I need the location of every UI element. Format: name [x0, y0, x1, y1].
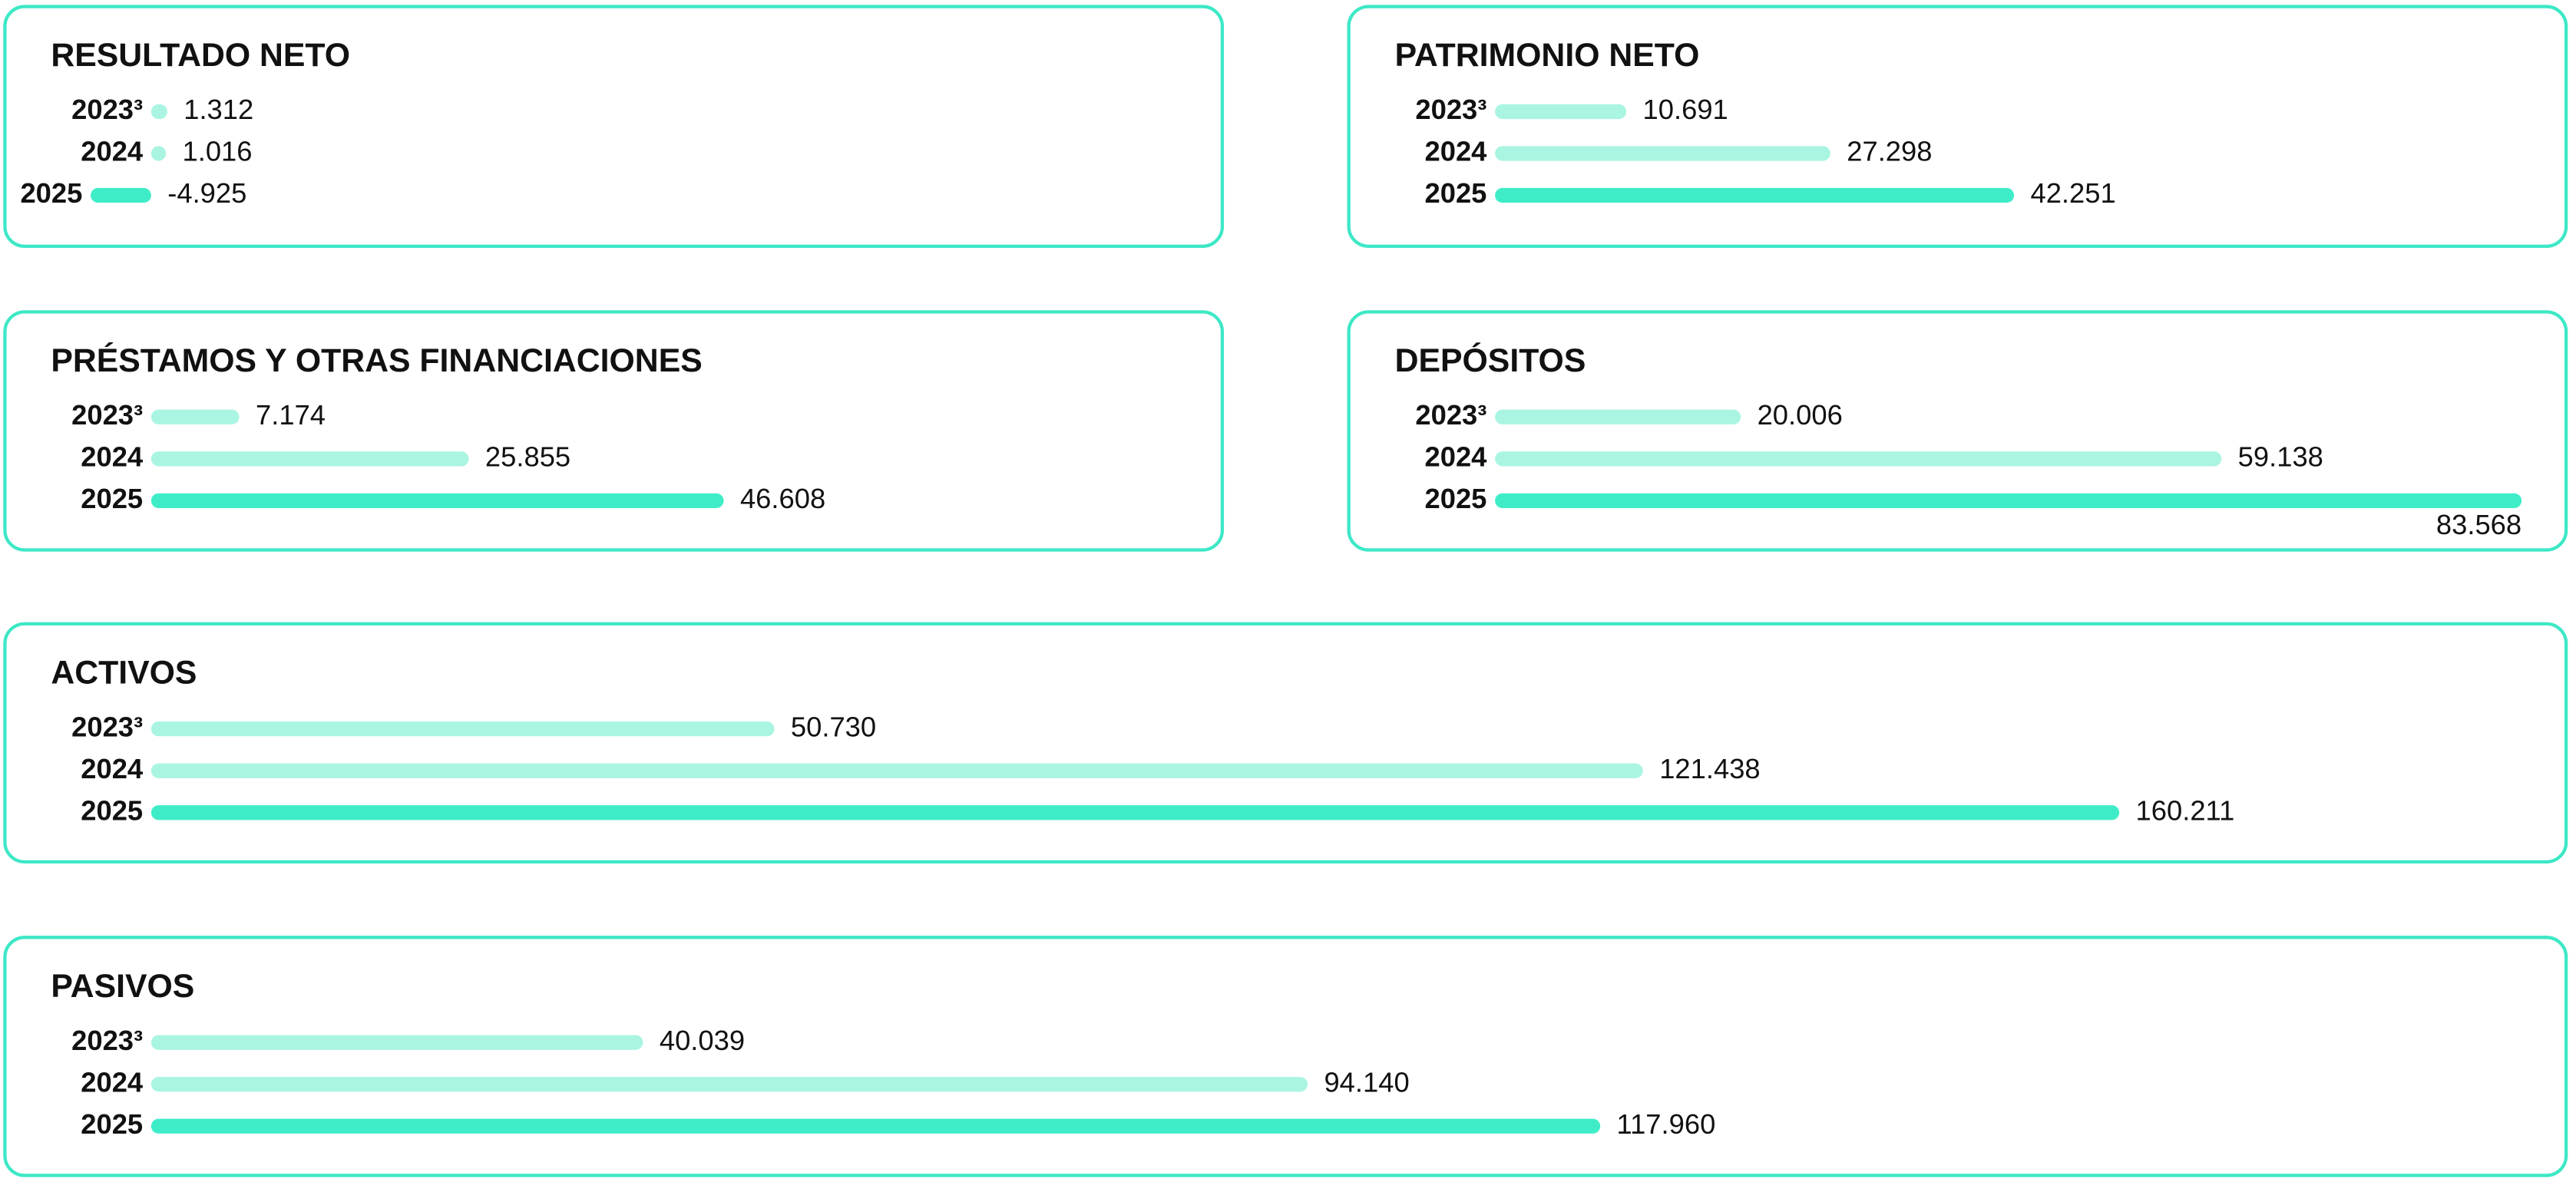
year-label: 2025 — [81, 794, 143, 826]
year-label: 2025 — [81, 483, 143, 514]
value-label: -4.925 — [167, 177, 246, 209]
bar — [150, 721, 775, 737]
value-label: 50.730 — [791, 711, 876, 742]
panel: DEPÓSITOS 2023³ 20.006 2024 59.138 2025 83.568 — [1347, 310, 2568, 552]
panel: PASIVOS 2023³ 40.039 2024 94.140 2025 117.960 — [3, 936, 2568, 1177]
bar — [150, 104, 167, 120]
value-label: 42.251 — [2030, 177, 2115, 209]
year-label: 2023³ — [1415, 399, 1486, 431]
value-label: 40.039 — [660, 1025, 745, 1056]
panel-border — [1347, 5, 2568, 248]
panel-border — [1347, 310, 2568, 552]
year-label: 2024 — [81, 1066, 144, 1098]
bar — [150, 1118, 1601, 1134]
bar — [1495, 104, 1627, 120]
panel: RESULTADO NETO 2023³ 1.312 2024 1.016 2025 -4.… — [3, 5, 1225, 248]
panel-title: RESULTADO NETO — [51, 37, 350, 74]
value-label: 10.691 — [1643, 94, 1728, 125]
value-label: 25.855 — [485, 441, 570, 472]
panel-border — [3, 622, 2568, 864]
value-label: 121.438 — [1659, 753, 1760, 784]
bar — [150, 805, 2120, 820]
value-label: 59.138 — [2238, 441, 2323, 472]
bar — [150, 146, 167, 161]
year-label: 2023³ — [71, 399, 143, 431]
year-label: 2025 — [1424, 177, 1486, 209]
value-label: 46.608 — [740, 483, 825, 514]
panel-title: ACTIVOS — [51, 654, 197, 691]
bar — [150, 1077, 1308, 1092]
value-label: 1.312 — [184, 94, 253, 125]
panel: PRÉSTAMOS Y OTRAS FINANCIACIONES 2023³ 7.1… — [3, 310, 1225, 552]
value-label: 160.211 — [2136, 794, 2235, 826]
panel: ACTIVOS 2023³ 50.730 2024 121.438 2025 160.211 — [3, 622, 2568, 864]
year-label: 2024 — [1424, 441, 1487, 472]
panel-border — [3, 5, 1225, 248]
panel-border — [3, 310, 1225, 552]
bar — [1495, 187, 2015, 203]
year-label: 2024 — [81, 441, 144, 472]
panel-title: DEPÓSITOS — [1395, 342, 1586, 379]
value-label: 20.006 — [1758, 399, 1843, 431]
bar — [1495, 146, 1830, 161]
bar — [150, 409, 240, 424]
year-label: 2024 — [81, 136, 144, 167]
value-label: 27.298 — [1847, 136, 1932, 167]
panel-title: PATRIMONIO NETO — [1395, 37, 1700, 74]
bar — [150, 1035, 643, 1050]
value-label: 7.174 — [256, 399, 326, 431]
value-label: 83.568 — [2436, 509, 2521, 540]
bar — [1495, 409, 1741, 424]
bar — [1495, 493, 2522, 508]
year-label: 2023³ — [1415, 94, 1486, 125]
year-label: 2025 — [1424, 483, 1486, 514]
panel-title: PRÉSTAMOS Y OTRAS FINANCIACIONES — [51, 342, 702, 379]
year-label: 2024 — [1424, 136, 1487, 167]
year-label: 2023³ — [71, 711, 143, 742]
bar — [150, 493, 724, 508]
bar — [150, 763, 1643, 778]
panel-border — [3, 936, 2568, 1177]
year-label: 2025 — [20, 177, 82, 209]
bar — [1495, 451, 2222, 467]
year-label: 2025 — [81, 1108, 143, 1140]
panel-title: PASIVOS — [51, 968, 194, 1005]
year-label: 2024 — [81, 753, 144, 784]
year-label: 2023³ — [71, 94, 143, 125]
value-label: 94.140 — [1324, 1066, 1409, 1098]
value-label: 117.960 — [1617, 1108, 1716, 1140]
year-label: 2023³ — [71, 1025, 143, 1056]
panel: PATRIMONIO NETO 2023³ 10.691 2024 27.298 2025… — [1347, 5, 2568, 248]
bar — [150, 451, 469, 467]
value-label: 1.016 — [183, 136, 253, 167]
bar — [91, 187, 151, 203]
